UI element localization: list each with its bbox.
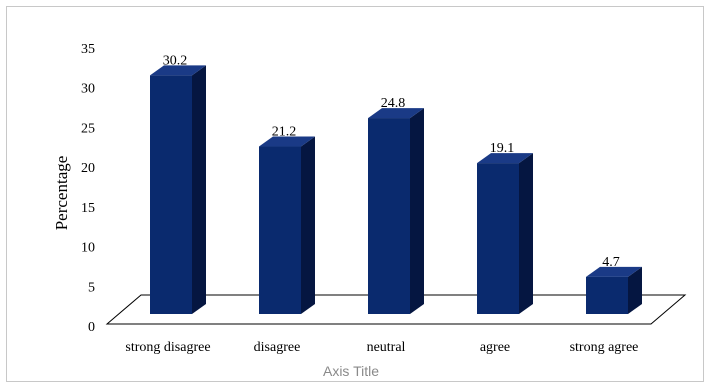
x-category-label: strong agree [570,340,639,355]
bars: 30.2 21.2 24.8 19.1 4.7 [150,53,642,314]
x-category-label: strong disagree [125,340,210,355]
bar-front-face [477,163,519,314]
bar-front-face [586,276,628,314]
y-tick-label: 20 [81,161,95,176]
bar-side-face [192,65,206,314]
bar [259,136,315,314]
data-label: 4.7 [602,255,620,270]
y-tick-label: 35 [81,42,95,57]
y-axis-ticks: 0 5 10 15 20 25 30 35 [81,42,95,335]
y-tick-label: 15 [81,201,95,216]
data-label: 24.8 [381,96,406,111]
x-axis-categories: strong disagree disagree neutral agree stron… [125,340,638,355]
bar-front-face [150,75,192,314]
y-axis-title: Percentage [52,156,71,231]
x-category-label: neutral [367,340,406,355]
bar-front-face [368,118,410,314]
chart-area: 0 5 10 15 20 25 30 35 30.2 21.2 24.8 19.1 4.7 stron… [6,6,704,382]
bar-side-face [519,153,533,314]
x-category-label: disagree [254,340,301,355]
bar [150,65,206,314]
bar-top-face [477,153,533,164]
bar-side-face [628,266,642,314]
bar-top-face [150,65,206,76]
y-tick-label: 10 [81,241,95,256]
data-label: 30.2 [163,53,188,68]
bar-side-face [301,136,315,314]
data-label: 19.1 [490,141,515,156]
chart-floor [105,294,687,325]
bar-top-face [368,108,424,119]
bar-side-face [410,108,424,314]
bar-top-face [259,136,315,147]
bar-top-face [586,266,642,277]
x-category-label: agree [480,340,510,355]
bar [477,153,533,314]
data-label: 21.2 [272,125,297,140]
y-tick-label: 5 [88,280,95,295]
y-tick-label: 30 [81,82,95,97]
y-tick-label: 25 [81,121,95,136]
y-tick-label: 0 [88,320,95,335]
floor-plane [105,294,687,325]
bar [368,108,424,314]
bar-front-face [259,146,301,314]
bar-chart: 0 5 10 15 20 25 30 35 30.2 21.2 24.8 19.1 4.7 stron… [52,42,687,379]
x-axis-title: Axis Title [323,363,379,379]
bar [586,266,642,314]
